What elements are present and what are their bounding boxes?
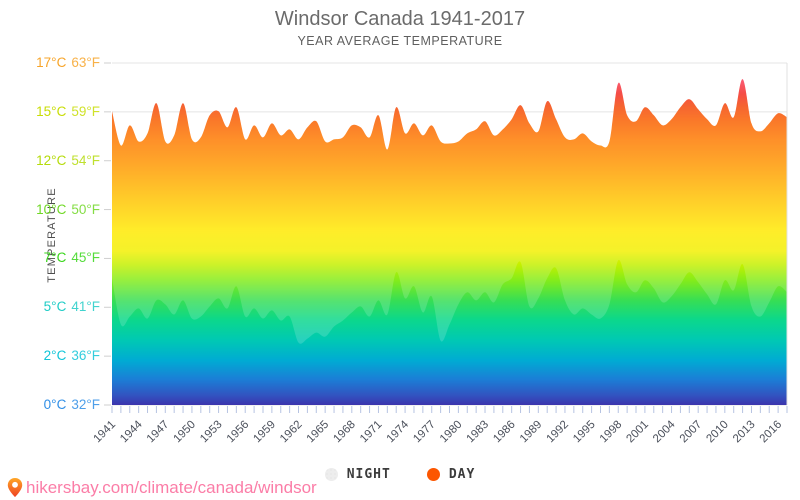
map-pin-icon	[7, 478, 23, 497]
x-axis-year-label: 1983	[465, 419, 492, 446]
x-axis-year-label: 1992	[544, 419, 571, 446]
x-axis-year-label: 1950	[171, 419, 198, 446]
y-axis-tick-label: 2°C 36°F	[43, 348, 100, 364]
y-axis-tick-label: 10°C 50°F	[36, 201, 100, 217]
x-axis-year-label: 1956	[225, 419, 252, 446]
x-axis-year-label: 1986	[491, 419, 518, 446]
legend-night-label: NIGHT	[346, 467, 391, 482]
x-axis-year-label: 1965	[305, 419, 332, 446]
x-axis-year-label: 2004	[651, 418, 678, 445]
x-axis-year-label: 2016	[758, 419, 785, 446]
y-axis-tick-label: 5°C 41°F	[43, 299, 100, 315]
x-axis-year-label: 1944	[118, 418, 145, 445]
x-axis-year-label: 1947	[145, 419, 172, 446]
y-axis-tick-label: 0°C 32°F	[43, 397, 100, 412]
page-title: Windsor Canada 1941-2017	[274, 8, 526, 30]
night-temperature-area	[112, 259, 787, 405]
x-axis-year-label: 2013	[731, 419, 758, 446]
legend-day-label: DAY	[448, 467, 476, 482]
x-axis-year-label: 1989	[518, 419, 545, 446]
x-axis-year-label: 1974	[385, 418, 412, 445]
x-axis-year-label: 2001	[624, 419, 651, 446]
page-subtitle: YEAR AVERAGE TEMPERATURE	[297, 34, 503, 48]
x-axis-year-label: 1962	[278, 419, 305, 446]
y-axis-tick-label: 7°C 45°F	[43, 250, 100, 266]
x-axis-year-label: 1968	[331, 419, 358, 446]
legend-item-day[interactable]: DAY	[426, 467, 476, 482]
x-axis-year-label: 1998	[598, 419, 625, 446]
x-axis-year-label: 1977	[411, 419, 438, 446]
chart-legend: NIGHT DAY	[0, 467, 800, 482]
y-axis-tick-label: 17°C 63°F	[36, 55, 100, 70]
legend-item-night[interactable]: NIGHT	[324, 467, 391, 482]
x-axis-year-label: 1995	[571, 419, 598, 446]
day-series-dot-icon	[426, 468, 440, 481]
y-axis-tick-label: 12°C 54°F	[36, 152, 100, 168]
y-axis-tick-label: 15°C 59°F	[36, 103, 100, 119]
x-axis-year-label: 2007	[678, 419, 705, 446]
x-axis-year-label: 1959	[251, 419, 278, 446]
x-axis-year-label: 1941	[92, 419, 119, 446]
night-series-dot-icon	[324, 468, 338, 481]
source-url[interactable]: hikersbay.com/climate/canada/windsor	[26, 477, 317, 497]
source-url-bar: hikersbay.com/climate/canada/windsor	[7, 477, 317, 498]
x-axis-year-label: 1980	[438, 419, 465, 446]
x-axis-year-label: 2010	[704, 419, 731, 446]
x-axis-year-label: 1971	[358, 419, 385, 446]
x-axis-year-label: 1953	[198, 419, 225, 446]
